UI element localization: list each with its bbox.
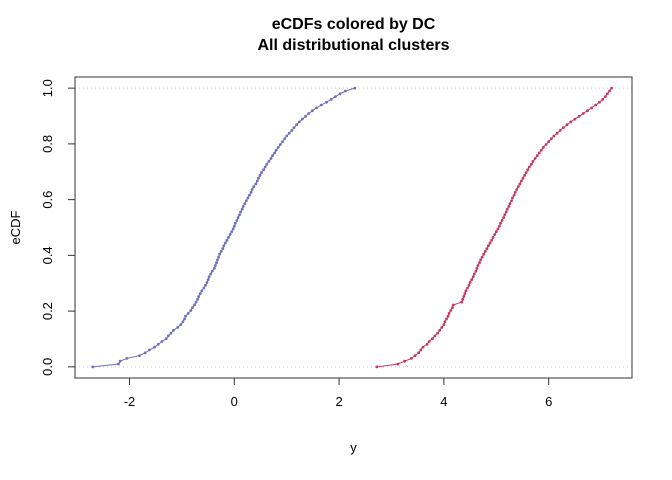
y-tick-label: 0.8 (40, 135, 55, 153)
x-tick-label: 4 (440, 394, 447, 409)
blue-cluster-line (92, 87, 355, 368)
x-tick-label: 2 (335, 394, 342, 409)
gridlines (75, 87, 632, 368)
y-tick-label: 0.0 (40, 358, 55, 376)
y-tick-label: 0.6 (40, 191, 55, 209)
y-tick-label: 0.2 (40, 302, 55, 320)
y-tick-label: 0.4 (40, 246, 55, 264)
ecdf-curves (91, 86, 613, 369)
red-cluster-points (375, 86, 613, 369)
x-tick-label: -2 (124, 394, 136, 409)
plot-box (74, 76, 633, 379)
blue-cluster-points (91, 86, 357, 369)
red-cluster-line (376, 87, 613, 368)
chart-title: eCDFs colored by DC (272, 16, 436, 33)
axes: -2 0 2 4 6 0.0 0.2 0.4 0.6 0.8 1.0 (40, 79, 552, 409)
y-tick-label: 1.0 (40, 79, 55, 97)
x-axis-label: y (350, 440, 357, 455)
x-tick-label: 6 (545, 394, 552, 409)
chart-subtitle: All distributional clusters (257, 37, 449, 54)
x-tick-label: 0 (231, 394, 238, 409)
y-axis-label: eCDF (8, 210, 23, 244)
